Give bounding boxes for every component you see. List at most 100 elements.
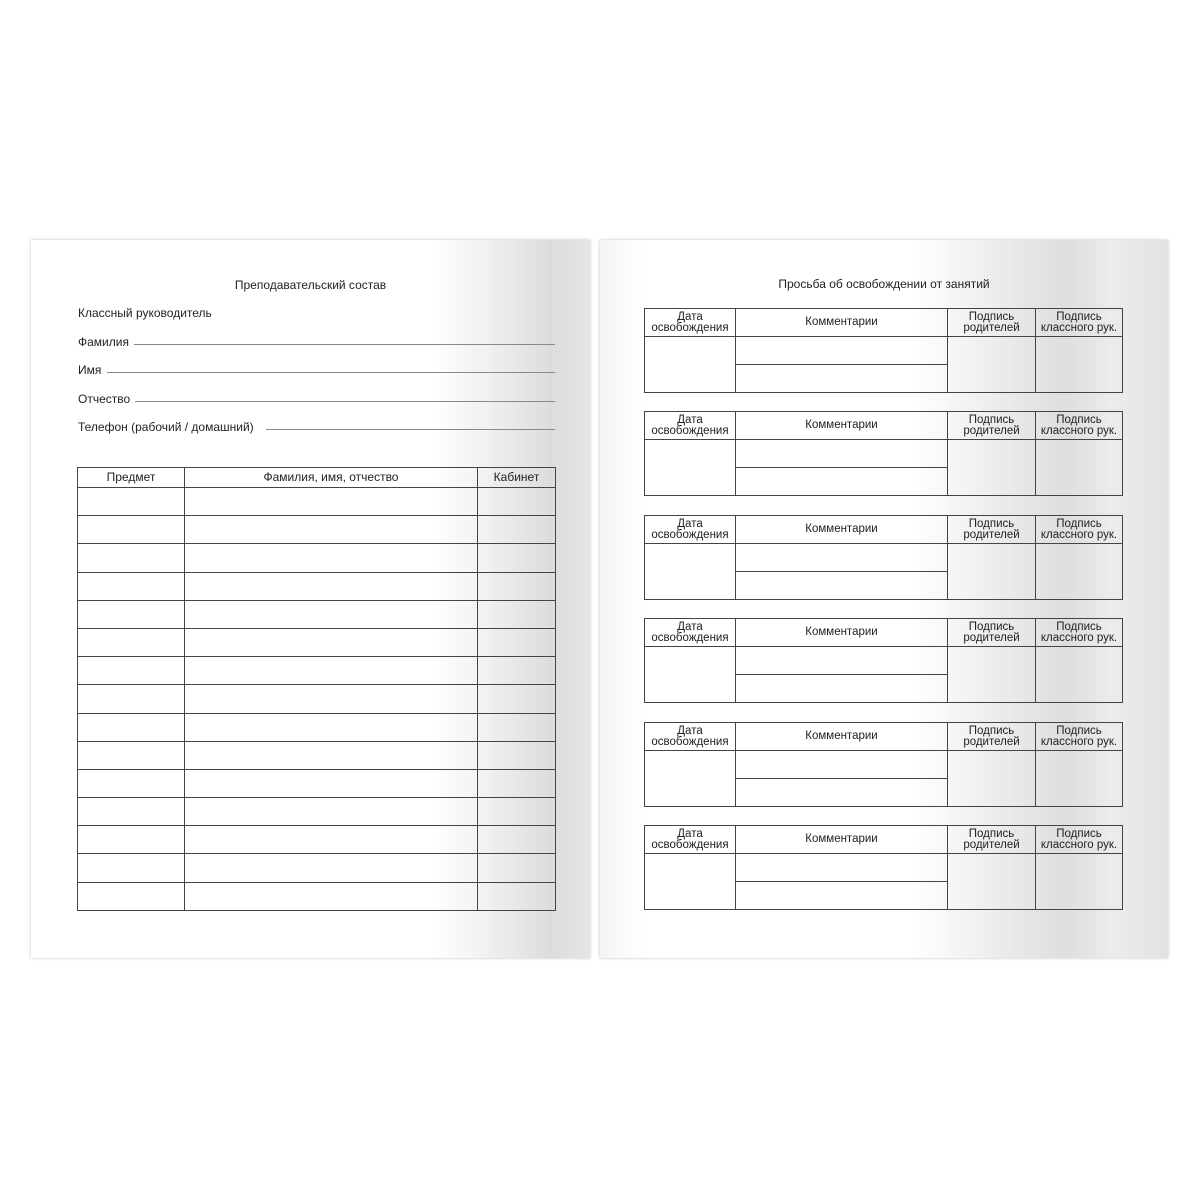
comment-cell[interactable] (735, 467, 948, 496)
comment-cell[interactable] (735, 543, 948, 572)
header-teacher-signature: Подпись классного рук. (1035, 308, 1123, 337)
fullname-cell[interactable] (184, 768, 478, 799)
date-cell[interactable] (644, 336, 736, 393)
room-cell[interactable] (477, 543, 556, 573)
header-parents-signature: Подпись родителей (947, 308, 1036, 337)
parents-signature-cell[interactable] (947, 750, 1036, 807)
fullname-cell[interactable] (184, 825, 478, 855)
header-teacher-signature: Подпись классного рук. (1035, 618, 1123, 647)
room-cell[interactable] (477, 853, 556, 883)
table-row (77, 656, 556, 686)
patronymic-field[interactable] (135, 401, 555, 402)
room-cell[interactable] (477, 627, 556, 658)
fullname-cell[interactable] (184, 712, 478, 742)
subject-cell[interactable] (77, 740, 185, 770)
teacher-signature-cell[interactable] (1035, 853, 1123, 910)
fullname-cell[interactable] (184, 571, 478, 601)
surname-field[interactable] (134, 344, 555, 345)
teacher-signature-cell[interactable] (1035, 439, 1123, 496)
room-cell[interactable] (477, 712, 556, 742)
comment-cell[interactable] (735, 646, 948, 675)
fullname-cell[interactable] (184, 627, 478, 658)
table-row (77, 627, 556, 658)
table-row (77, 712, 556, 742)
fullname-cell[interactable] (184, 515, 478, 545)
subject-cell[interactable] (77, 684, 185, 714)
subject-cell[interactable] (77, 656, 185, 686)
room-cell[interactable] (477, 768, 556, 799)
comment-cell[interactable] (735, 881, 948, 910)
table-row (77, 825, 556, 855)
table-row (77, 797, 556, 827)
exemption-request-table: Дата освобождения Комментарии Подпись роди… (644, 515, 1123, 600)
subject-cell[interactable] (77, 825, 185, 855)
date-cell[interactable] (644, 750, 736, 807)
header-parents-signature: Подпись родителей (947, 825, 1036, 854)
parents-signature-cell[interactable] (947, 336, 1036, 393)
table-row (77, 740, 556, 770)
comment-cell[interactable] (735, 439, 948, 468)
header-date: Дата освобождения (644, 515, 736, 544)
fullname-cell[interactable] (184, 740, 478, 770)
subject-cell[interactable] (77, 571, 185, 601)
fullname-cell[interactable] (184, 656, 478, 686)
teacher-signature-cell[interactable] (1035, 750, 1123, 807)
fullname-cell[interactable] (184, 543, 478, 573)
parents-signature-cell[interactable] (947, 439, 1036, 496)
left-page: Преподавательский состав Классный руково… (31, 240, 590, 958)
subject-cell[interactable] (77, 515, 185, 545)
comment-cell[interactable] (735, 750, 948, 779)
exemption-request-table: Дата освобождения Комментарии Подпись роди… (644, 825, 1123, 910)
teacher-signature-cell[interactable] (1035, 646, 1123, 703)
phone-field[interactable] (266, 429, 555, 430)
room-cell[interactable] (477, 881, 556, 911)
subject-cell[interactable] (77, 768, 185, 799)
parents-signature-cell[interactable] (947, 543, 1036, 600)
comment-cell[interactable] (735, 674, 948, 703)
name-field[interactable] (107, 372, 555, 373)
subject-cell[interactable] (77, 486, 185, 517)
fullname-cell[interactable] (184, 599, 478, 629)
comment-cell[interactable] (735, 778, 948, 807)
room-cell[interactable] (477, 684, 556, 714)
room-cell[interactable] (477, 515, 556, 545)
fullname-cell[interactable] (184, 853, 478, 883)
subject-cell[interactable] (77, 599, 185, 629)
room-cell[interactable] (477, 740, 556, 770)
fullname-cell[interactable] (184, 684, 478, 714)
class-teacher-label: Классный руководитель (78, 306, 212, 320)
table-row (77, 881, 556, 911)
subject-cell[interactable] (77, 881, 185, 911)
header-parents-signature: Подпись родителей (947, 411, 1036, 440)
fullname-cell[interactable] (184, 486, 478, 517)
subject-cell[interactable] (77, 543, 185, 573)
room-cell[interactable] (477, 599, 556, 629)
fullname-cell[interactable] (184, 881, 478, 911)
page-title: Преподавательский состав (234, 278, 387, 292)
teacher-signature-cell[interactable] (1035, 336, 1123, 393)
comment-cell[interactable] (735, 364, 948, 393)
phone-label: Телефон (рабочий / домашний) (78, 420, 254, 434)
parents-signature-cell[interactable] (947, 853, 1036, 910)
room-cell[interactable] (477, 797, 556, 827)
subject-cell[interactable] (77, 853, 185, 883)
fullname-cell[interactable] (184, 797, 478, 827)
comment-cell[interactable] (735, 571, 948, 600)
subject-cell[interactable] (77, 797, 185, 827)
room-cell[interactable] (477, 486, 556, 517)
subject-cell[interactable] (77, 712, 185, 742)
parents-signature-cell[interactable] (947, 646, 1036, 703)
comment-cell[interactable] (735, 853, 948, 882)
comment-cell[interactable] (735, 336, 948, 365)
room-cell[interactable] (477, 825, 556, 855)
teacher-signature-cell[interactable] (1035, 543, 1123, 600)
room-cell[interactable] (477, 656, 556, 686)
date-cell[interactable] (644, 439, 736, 496)
date-cell[interactable] (644, 853, 736, 910)
room-cell[interactable] (477, 571, 556, 601)
date-cell[interactable] (644, 646, 736, 703)
header-date: Дата освобождения (644, 722, 736, 751)
date-cell[interactable] (644, 543, 736, 600)
subject-cell[interactable] (77, 627, 185, 658)
header-date: Дата освобождения (644, 411, 736, 440)
